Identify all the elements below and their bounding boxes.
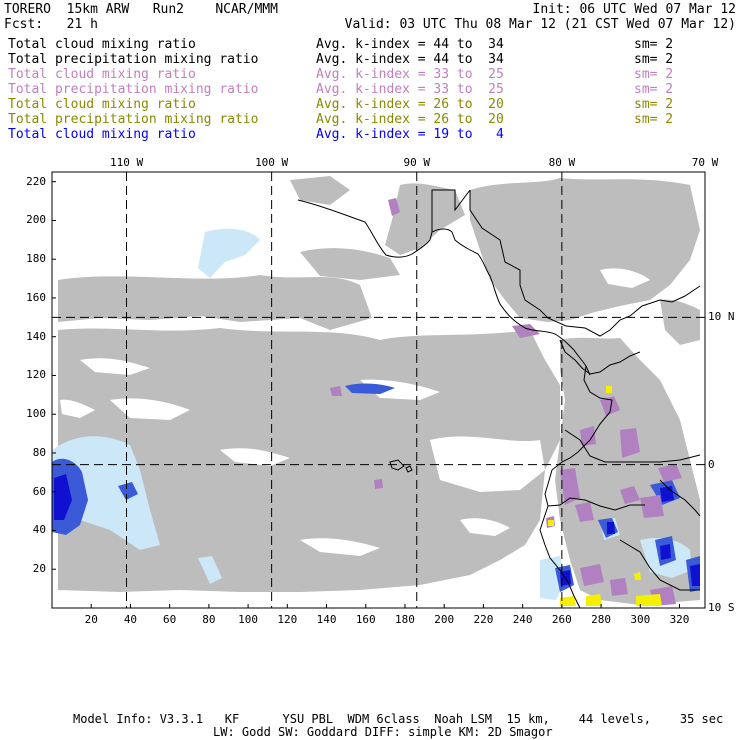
x-tick-label: 220 — [473, 613, 494, 626]
field-layer — [52, 172, 705, 608]
legend-smoothing: sm= 2 — [634, 82, 674, 97]
plot-frame — [51, 171, 706, 609]
x-tick-label: 120 — [277, 613, 298, 626]
x-tick-label: 300 — [630, 613, 651, 626]
y-tick-label: 120 — [26, 368, 46, 382]
latitude-label: 10 N — [708, 310, 735, 324]
legend-smoothing: sm= 2 — [634, 67, 674, 82]
legend-field-name: Total precipitation mixing ratio — [8, 112, 259, 127]
x-tick-label: 240 — [512, 613, 533, 626]
y-tick-label: 140 — [26, 329, 46, 343]
x-tick-label: 60 — [163, 613, 177, 626]
longitude-label: 80 W — [548, 156, 576, 169]
model-info: Model Info: V3.3.1 KF YSU PBL WDM 6class… — [73, 712, 724, 726]
x-tick-label: 100 — [238, 613, 259, 626]
legend-field-name: Total precipitation mixing ratio — [8, 82, 259, 97]
latitude-label: 0 — [708, 457, 715, 471]
legend-field-name: Total cloud mixing ratio — [8, 67, 196, 82]
longitude-label: 100 W — [255, 156, 289, 169]
x-tick-label: 180 — [395, 613, 415, 626]
y-tick-label: 100 — [26, 407, 46, 421]
init-time: Init: 06 UTC Wed 07 Mar 12 — [532, 2, 737, 17]
longitude-label: 70 W — [691, 156, 719, 169]
legend-kindex: Avg. k-index = 26 to 20 — [316, 112, 504, 127]
x-tick-label: 280 — [591, 613, 611, 626]
graticule — [52, 172, 705, 608]
y-tick-label: 60 — [32, 484, 46, 498]
x-tick-label: 20 — [84, 613, 98, 626]
model-title: TORERO 15km ARW Run2 NCAR/MMM — [4, 2, 278, 17]
legend-kindex: Avg. k-index = 44 to 34 — [316, 37, 504, 52]
x-tick-label: 320 — [669, 613, 690, 626]
legend-kindex: Avg. k-index = 33 to 25 — [316, 82, 504, 97]
x-tick-label: 40 — [123, 613, 138, 626]
x-tick-label: 260 — [551, 613, 572, 626]
axis-ticks — [52, 181, 681, 608]
legend-kindex: Avg. k-index = 33 to 25 — [316, 67, 504, 82]
y-tick-label: 220 — [26, 174, 46, 188]
legend-kindex: Avg. k-index = 19 to 4 — [316, 127, 504, 142]
legend-field-name: Total cloud mixing ratio — [8, 37, 196, 52]
legend-kindex: Avg. k-index = 26 to 20 — [316, 97, 504, 112]
longitude-label: 90 W — [403, 156, 430, 169]
legend-field-name: Total cloud mixing ratio — [8, 127, 196, 142]
forecast-hour: Fcst: 21 h — [4, 17, 98, 32]
y-tick-label: 40 — [32, 523, 46, 537]
x-tick-label: 200 — [434, 613, 455, 626]
y-tick-label: 200 — [26, 213, 46, 227]
x-tick-label: 140 — [316, 613, 337, 626]
x-tick-label: 80 — [202, 613, 216, 626]
y-tick-label: 160 — [26, 290, 46, 304]
legend-smoothing: sm= 2 — [634, 97, 674, 112]
latitude-label: 10 S — [708, 601, 735, 614]
yellow-precip — [548, 386, 662, 606]
y-tick-label: 180 — [26, 252, 46, 266]
valid-time: Valid: 03 UTC Thu 08 Mar 12 (21 CST Wed … — [344, 17, 736, 32]
longitude-label: 110 W — [109, 156, 144, 169]
legend-smoothing: sm= 2 — [634, 37, 674, 52]
physics-info: LW: Godd SW: Goddard DIFF: simple KM: 2D… — [213, 725, 553, 739]
legend-field-name: Total precipitation mixing ratio — [8, 52, 259, 67]
y-tick-label: 20 — [32, 562, 46, 576]
legend-field-name: Total cloud mixing ratio — [8, 97, 196, 112]
y-tick-label: 80 — [32, 445, 46, 459]
legend-smoothing: sm= 2 — [634, 52, 674, 67]
legend-kindex: Avg. k-index = 44 to 34 — [316, 52, 504, 67]
coastline — [297, 189, 701, 608]
legend-smoothing: sm= 2 — [634, 112, 674, 127]
x-tick-label: 160 — [355, 613, 376, 626]
